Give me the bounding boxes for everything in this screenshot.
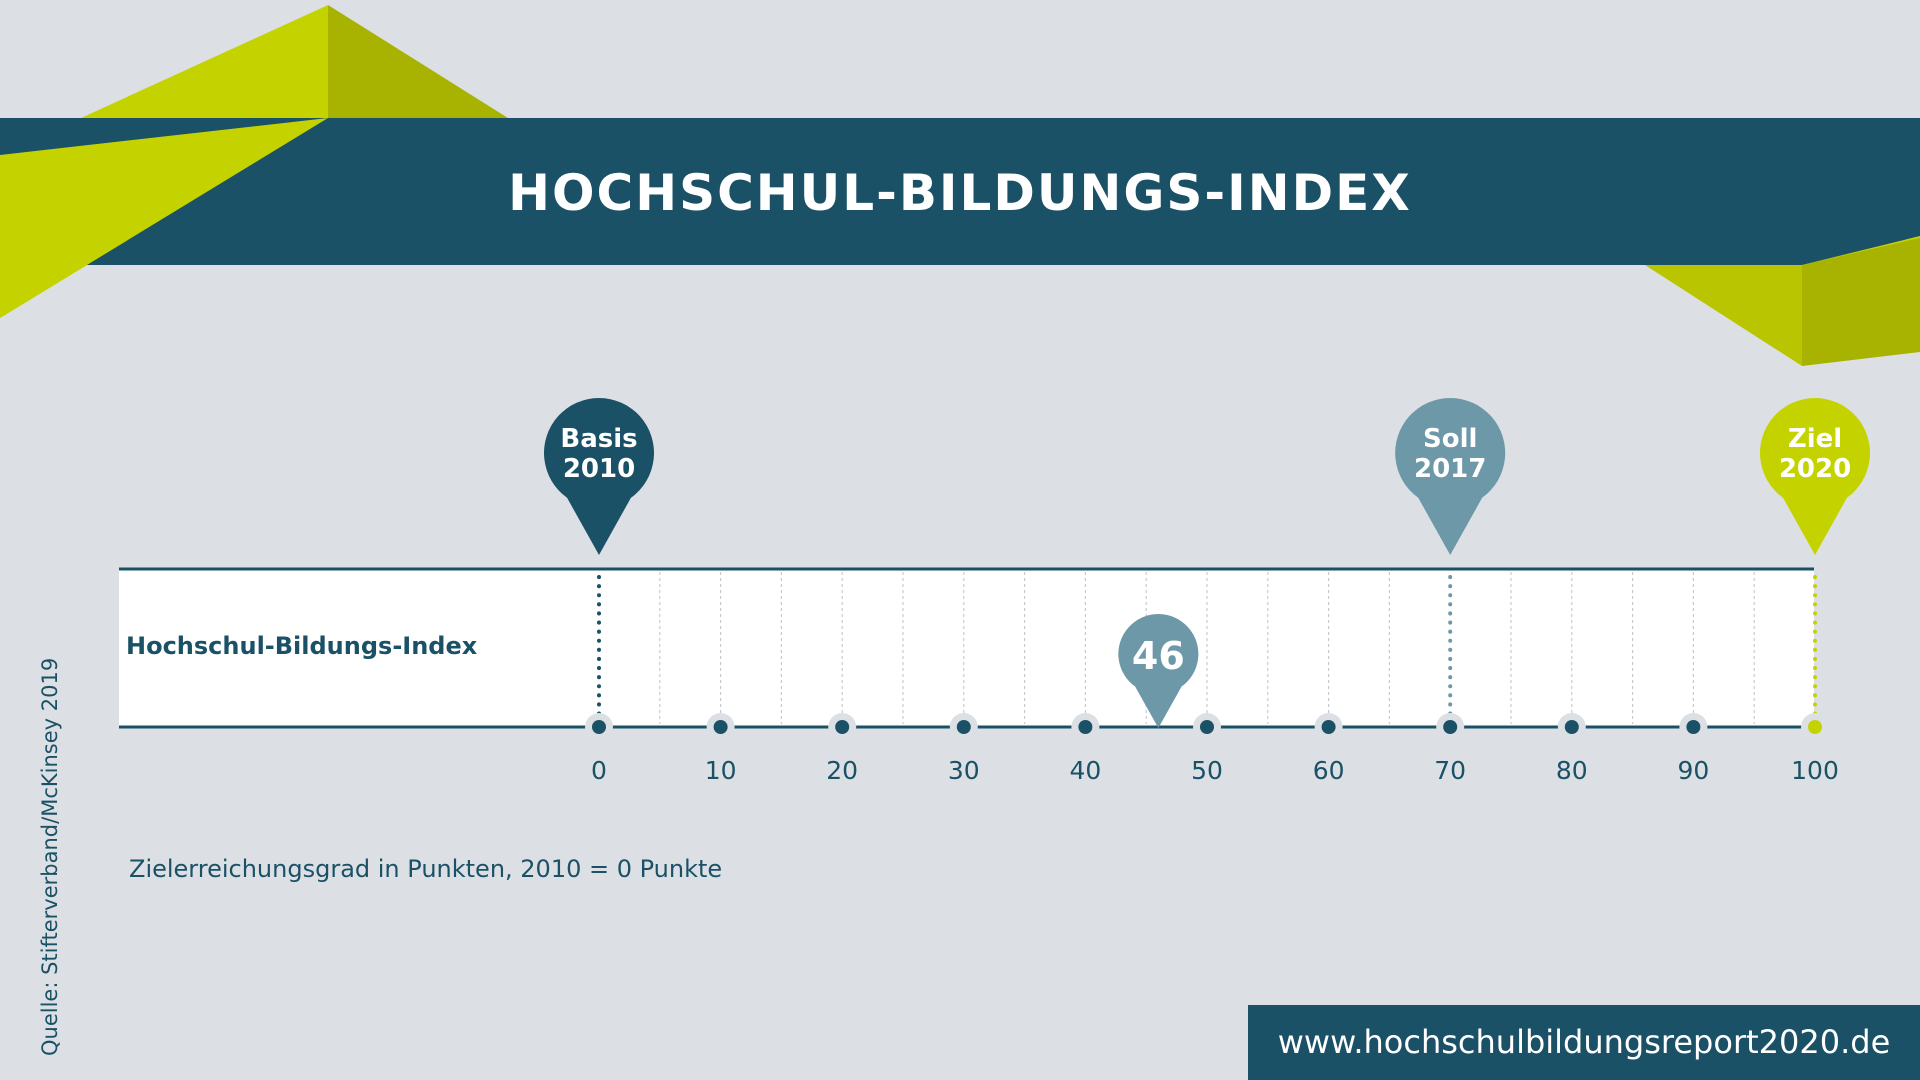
tick-dot xyxy=(956,720,971,734)
tick-label: 0 xyxy=(591,756,607,785)
tick-dot xyxy=(1808,720,1822,734)
marker-year: 2020 xyxy=(1779,454,1851,484)
tick-label: 40 xyxy=(1069,756,1101,785)
tick-label: 100 xyxy=(1791,756,1839,785)
marker-year: 2010 xyxy=(563,454,635,484)
tick-label: 20 xyxy=(826,756,858,785)
source-note: Quelle: Stifterverband/McKinsey 2019 xyxy=(38,657,62,1056)
tick-label: 10 xyxy=(705,756,737,785)
tick-labels: 0 10 20 30 40 50 60 70 80 90 100 xyxy=(591,756,1839,785)
tick-dot xyxy=(1078,720,1093,734)
page-title: HOCHSCHUL-BILDUNGS-INDEX xyxy=(508,164,1412,222)
tick-dot xyxy=(1686,720,1701,734)
tick-dot xyxy=(1443,720,1458,734)
current-value-pin: 46 xyxy=(1118,614,1199,728)
tick-label: 60 xyxy=(1313,756,1345,785)
tick-label: 80 xyxy=(1556,756,1588,785)
tick-dots xyxy=(585,713,1829,741)
tick-label: 70 xyxy=(1434,756,1466,785)
marker-lines xyxy=(597,575,1817,723)
marker-label: Basis xyxy=(560,424,637,454)
pin-shape xyxy=(1760,397,1870,555)
pin-shape xyxy=(1395,398,1506,555)
marker-label: Soll xyxy=(1423,424,1477,454)
tick-dot xyxy=(1200,720,1214,734)
chart-note: Zielerreichungsgrad in Punkten, 2010 = 0… xyxy=(129,855,723,883)
tick-dot xyxy=(1564,720,1579,734)
row-label: Hochschul-Bildungs-Index xyxy=(126,632,478,660)
pin-shape xyxy=(544,397,654,555)
tick-label: 90 xyxy=(1677,756,1709,785)
tick-dot xyxy=(592,720,606,734)
tick-dot xyxy=(1321,720,1336,734)
current-value-label: 46 xyxy=(1132,634,1185,678)
tick-label: 50 xyxy=(1191,756,1223,785)
website-link[interactable]: www.hochschulbildungsreport2020.de xyxy=(1248,1005,1920,1080)
tick-dot xyxy=(713,720,728,734)
marker-label: Ziel xyxy=(1788,424,1842,454)
grid-lines xyxy=(659,572,1755,724)
pin-shape xyxy=(1118,614,1199,728)
tick-label: 30 xyxy=(948,756,980,785)
tick-dot xyxy=(835,720,850,734)
marker-year: 2017 xyxy=(1414,454,1486,484)
chart-band xyxy=(119,569,1814,727)
